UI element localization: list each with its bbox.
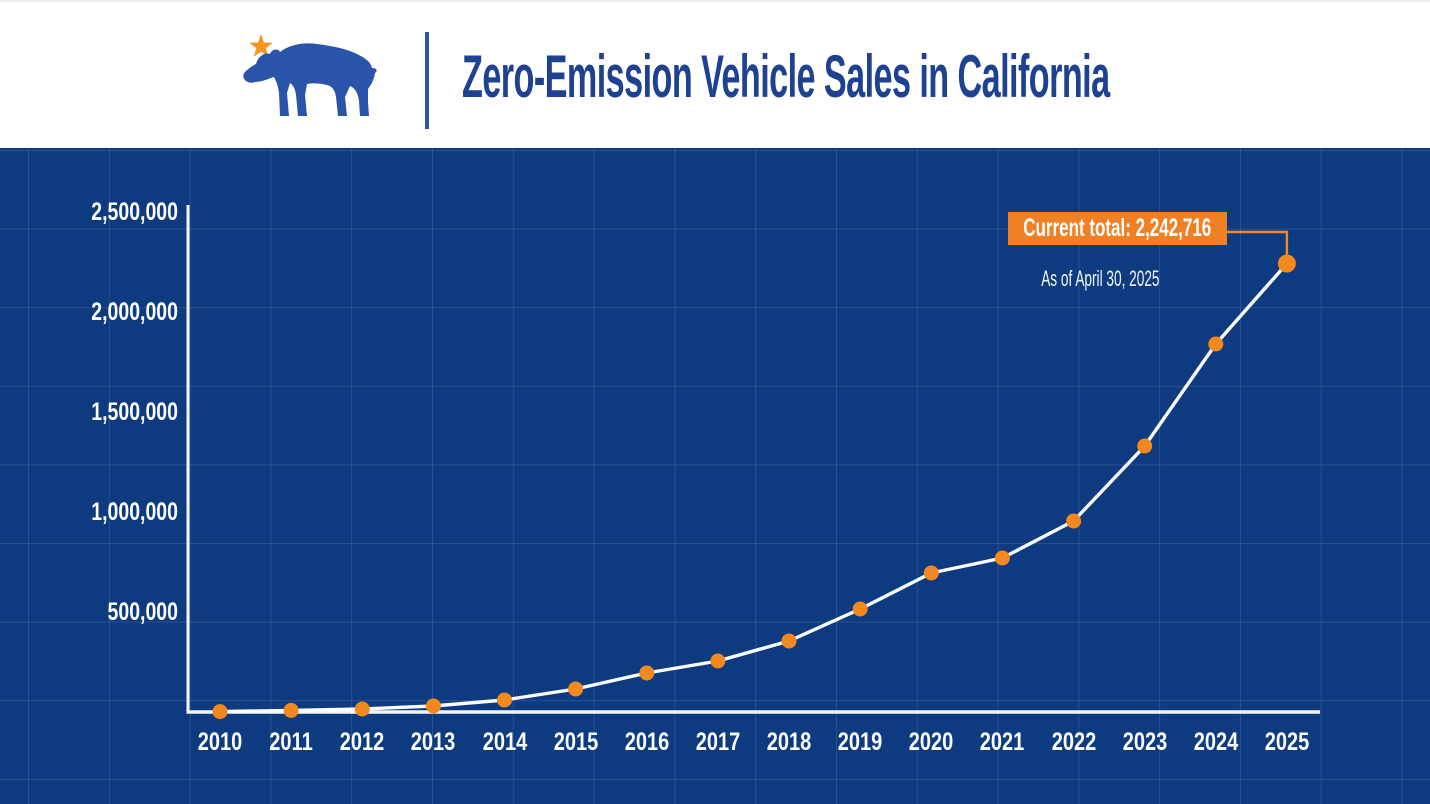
data-point-2014 (497, 692, 512, 708)
y-axis-tick-label: 500,000 (107, 598, 178, 626)
logo (243, 34, 377, 116)
header-divider (425, 32, 429, 129)
data-point-2015 (568, 681, 584, 697)
data-point-2011 (283, 702, 299, 718)
callout-box: Current total: 2,242,716 (1008, 212, 1227, 245)
line-chart (186, 205, 1320, 720)
x-axis-tick-label: 2015 (553, 728, 598, 756)
y-axis-tick-label: 1,000,000 (91, 498, 178, 526)
page-title: Zero-Emission Vehicle Sales in Californi… (462, 43, 1110, 110)
x-axis-tick-label: 2014 (482, 728, 527, 756)
data-point-2021 (994, 550, 1010, 566)
x-axis-tick-label: 2022 (1051, 728, 1096, 756)
x-axis-tick-label: 2011 (269, 728, 313, 756)
data-point-2022 (1066, 513, 1082, 529)
x-axis-tick-label: 2025 (1264, 728, 1310, 756)
data-point-2016 (639, 665, 655, 681)
y-axis-tick-label: 2,000,000 (91, 298, 178, 326)
x-axis-tick-label: 2019 (837, 728, 883, 756)
data-point-2024 (1208, 336, 1224, 352)
star-icon (249, 34, 273, 57)
x-axis-tick-label: 2012 (340, 728, 385, 756)
data-point-2025 (1277, 254, 1296, 273)
x-axis-tick-label: 2010 (197, 728, 243, 756)
california-bear-icon (243, 43, 377, 116)
y-axis-tick-label: 2,500,000 (91, 198, 178, 226)
data-point-2020 (923, 565, 939, 581)
x-axis-tick-label: 2024 (1193, 728, 1239, 756)
sales-line (218, 261, 1289, 714)
data-point-2010 (212, 704, 228, 720)
x-axis-tick-label: 2016 (624, 728, 670, 756)
x-axis-tick-label: 2018 (766, 728, 812, 756)
callout-connector (1227, 230, 1289, 256)
data-point-2023 (1137, 438, 1153, 454)
chart-area: 500,000 1,000,000 1,500,000 2,000,000 2,500,… (0, 148, 1430, 804)
x-axis-tick-label: 2020 (909, 728, 954, 756)
header: Zero-Emission Vehicle Sales in Californi… (0, 0, 1430, 150)
data-point-2017 (710, 653, 726, 669)
callout-label: Current total: 2,242,716 (1023, 214, 1212, 242)
data-point-2019 (852, 601, 868, 617)
x-axis-tick-label: 2013 (411, 728, 456, 756)
data-point-2018 (781, 633, 797, 649)
x-axis-tick-label: 2021 (980, 728, 1025, 756)
data-point-2012 (354, 701, 370, 717)
x-axis-tick-label: 2023 (1122, 728, 1167, 756)
x-axis-tick-label: 2017 (695, 728, 741, 756)
y-axis-tick-label: 1,500,000 (91, 398, 178, 426)
data-point-2013 (425, 698, 441, 714)
callout-note: As of April 30, 2025 (1041, 266, 1160, 291)
